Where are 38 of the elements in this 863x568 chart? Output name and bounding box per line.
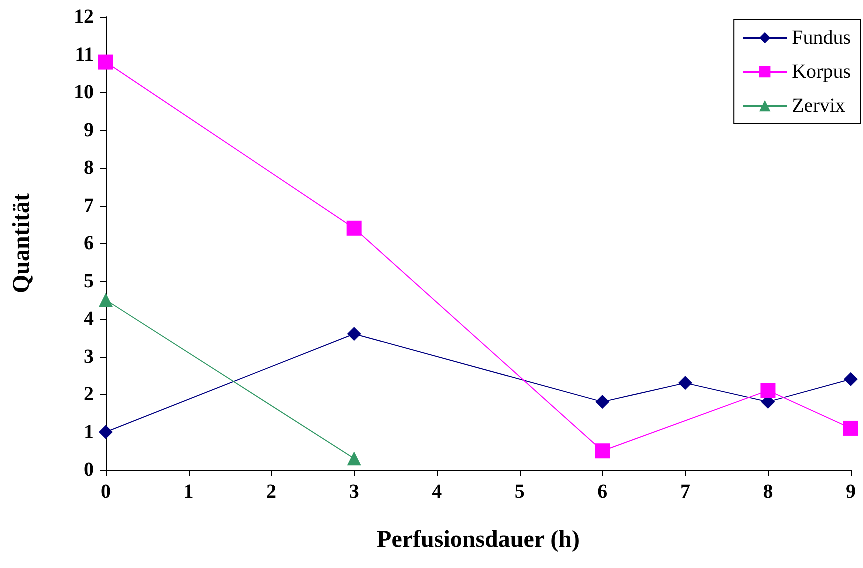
point xyxy=(596,395,610,410)
x-tick-label: 2 xyxy=(266,481,277,503)
x-tick-label: 6 xyxy=(598,481,608,503)
point xyxy=(595,444,610,459)
point xyxy=(347,327,362,342)
x-tick-label: 7 xyxy=(680,481,690,503)
x-tick-label: 9 xyxy=(846,481,856,503)
x-tick-label: 4 xyxy=(432,481,442,503)
y-tick-label: 9 xyxy=(84,119,94,142)
legend-label: Korpus xyxy=(792,61,852,83)
point xyxy=(99,425,113,440)
x-tick-label: 1 xyxy=(184,481,194,503)
point xyxy=(844,372,858,386)
point xyxy=(844,420,858,436)
y-axis-title: Quantität xyxy=(9,193,35,294)
legend-label: Zervix xyxy=(792,95,846,117)
point xyxy=(346,220,362,236)
y-tick-label: 0 xyxy=(84,459,94,481)
y-tick-label: 6 xyxy=(84,232,94,254)
point xyxy=(678,376,692,390)
point xyxy=(760,383,776,398)
y-tick-label: 2 xyxy=(84,384,94,406)
y-tick-label: 11 xyxy=(75,44,94,66)
x-tick-label: 0 xyxy=(101,481,111,503)
x-axis-title: Perfusionsdauer (h) xyxy=(377,527,580,553)
y-tick-label: 4 xyxy=(84,308,94,330)
point xyxy=(98,54,114,70)
y-tick-label: 1 xyxy=(84,421,94,444)
y-tick-label: 5 xyxy=(84,270,94,292)
y-tick-label: 12 xyxy=(74,6,94,28)
x-tick-label: 3 xyxy=(349,481,360,503)
x-tick-label: 5 xyxy=(514,481,525,503)
y-tick-label: 3 xyxy=(84,346,94,368)
y-tick-label: 10 xyxy=(74,82,94,104)
y-tick-label: 8 xyxy=(84,157,94,179)
legend-label: Fundus xyxy=(792,27,852,49)
y-tick-label: 7 xyxy=(84,194,94,217)
x-tick-label: 8 xyxy=(763,481,774,503)
